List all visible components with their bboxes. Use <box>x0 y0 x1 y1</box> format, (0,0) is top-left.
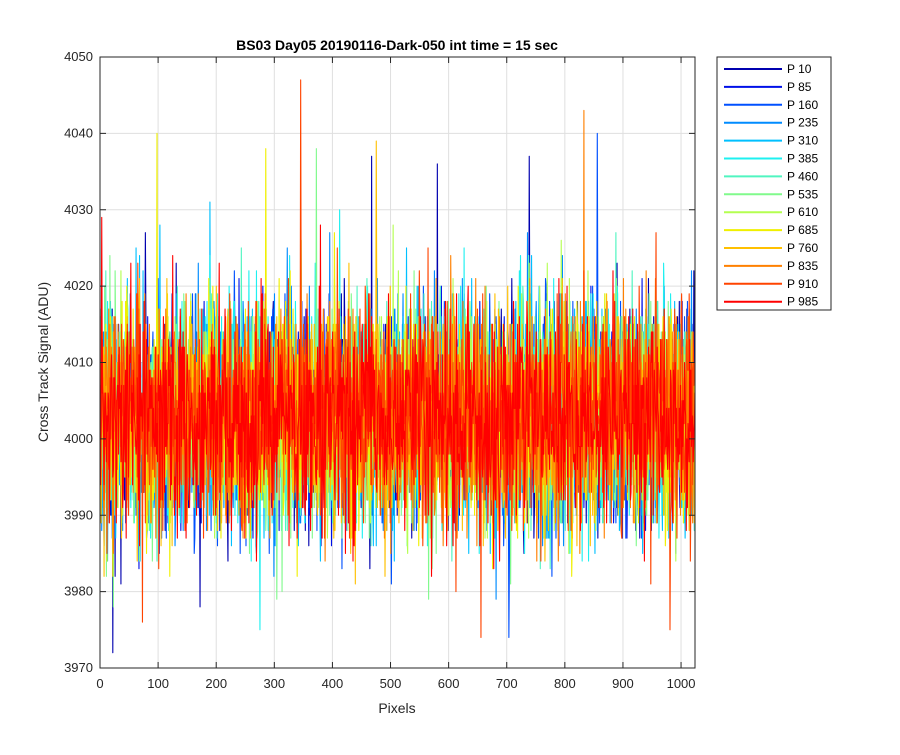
x-axis-label: Pixels <box>378 700 415 716</box>
legend-label: P 385 <box>787 152 818 166</box>
legend-label: P 910 <box>787 277 818 291</box>
y-tick-label: 3980 <box>64 584 93 599</box>
x-tick-label: 0 <box>96 676 103 691</box>
axis-ticks: 0 100 200 300 400 500 600 700 800 900 1000 3970 3980… <box>64 49 695 691</box>
legend-label: P 610 <box>787 205 818 219</box>
y-tick-label: 4020 <box>64 278 93 293</box>
x-tick-label: 200 <box>205 676 227 691</box>
legend-label: P 835 <box>787 259 818 273</box>
y-tick-label: 3970 <box>64 660 93 675</box>
x-tick-label: 400 <box>322 676 344 691</box>
legend-label: P 535 <box>787 187 818 201</box>
x-tick-label: 900 <box>612 676 634 691</box>
legend-label: P 685 <box>787 223 818 237</box>
legend-label: P 160 <box>787 98 818 112</box>
plot-clip <box>100 79 695 654</box>
y-tick-label: 4030 <box>64 202 93 217</box>
legend-label: P 235 <box>787 116 818 130</box>
x-tick-label: 100 <box>147 676 169 691</box>
y-tick-label: 4040 <box>64 125 93 140</box>
legend-label: P 985 <box>787 295 818 309</box>
legend-label: P 760 <box>787 241 818 255</box>
legend-label: P 85 <box>787 80 812 94</box>
x-tick-label: 1000 <box>667 676 696 691</box>
x-tick-label: 700 <box>496 676 518 691</box>
chart-title: BS03 Day05 20190116-Dark-050 int time = … <box>236 37 558 53</box>
y-tick-label: 3990 <box>64 507 93 522</box>
y-tick-label: 4050 <box>64 49 93 64</box>
y-tick-label: 4000 <box>64 431 93 446</box>
x-tick-label: 300 <box>263 676 285 691</box>
x-tick-label: 600 <box>438 676 460 691</box>
legend-label: P 460 <box>787 169 818 183</box>
y-axis-label: Cross Track Signal (ADU) <box>35 282 51 442</box>
series-lines <box>100 79 695 654</box>
legend: P 10 P 85 P 160 P 235 P 310 P 385 P 460 P 535 P … <box>716 56 832 311</box>
legend-box <box>716 56 832 311</box>
legend-label: P 310 <box>787 134 818 148</box>
x-tick-label: 800 <box>554 676 576 691</box>
series-line-p-985 <box>100 216 695 577</box>
legend-items: P 10 P 85 P 160 P 235 P 310 P 385 P 460 P 535 P … <box>724 62 818 309</box>
y-tick-label: 4010 <box>64 355 93 370</box>
x-tick-label: 500 <box>380 676 402 691</box>
legend-label: P 10 <box>787 62 812 76</box>
